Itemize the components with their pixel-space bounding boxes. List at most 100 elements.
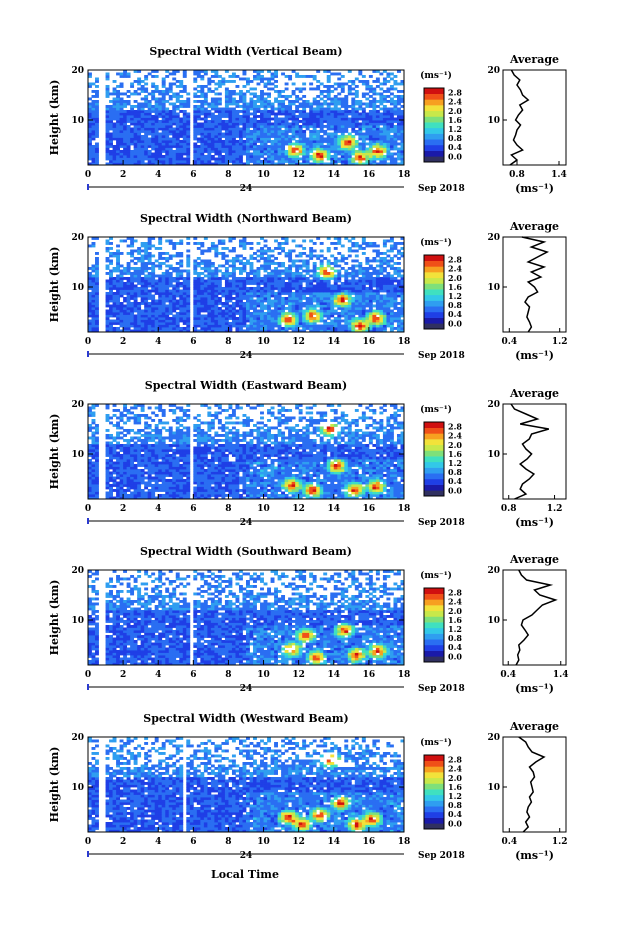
heatmap-cell — [396, 130, 401, 133]
heatmap-cell — [379, 145, 384, 148]
heatmap-cell — [288, 257, 293, 260]
heatmap-cell — [196, 287, 201, 290]
heatmap-cell — [182, 314, 187, 318]
heatmap-cell — [361, 112, 366, 116]
heatmap-cell — [260, 282, 264, 285]
heatmap-cell — [330, 277, 335, 280]
heatmap-cell — [256, 312, 261, 315]
heatmap-cell — [109, 120, 113, 123]
heatmap-cell — [284, 152, 289, 156]
heatmap-cell — [396, 120, 401, 123]
heatmap-cell — [295, 120, 300, 123]
heatmap-cell — [330, 155, 335, 158]
heatmap-cell — [231, 100, 236, 103]
heatmap-cell — [330, 150, 335, 153]
heatmap-cell — [203, 112, 208, 116]
heatmap-cell — [249, 152, 254, 156]
heatmap-cell — [305, 140, 310, 143]
heatmap-cell — [277, 125, 282, 128]
heatmap-cell — [330, 102, 335, 106]
heatmap-cell — [91, 150, 96, 153]
heatmap-cell — [295, 117, 300, 121]
heatmap-cell — [130, 274, 135, 278]
heatmap-cell — [386, 264, 391, 268]
heatmap-cell — [144, 299, 149, 303]
heatmap-cell — [231, 277, 236, 280]
heatmap-cell — [288, 274, 293, 278]
heatmap-cell — [393, 279, 398, 283]
heatmap-cell — [393, 117, 398, 121]
heatmap-cell — [337, 274, 342, 278]
heatmap-cell — [116, 259, 120, 263]
heatmap-cell — [316, 282, 321, 285]
heatmap-cell — [231, 287, 236, 290]
heatmap-cell — [277, 105, 282, 108]
heatmap-cell — [277, 120, 282, 123]
heatmap-cell — [210, 155, 215, 158]
heatmap-cell — [305, 75, 310, 78]
heatmap-cell — [126, 277, 131, 280]
heatmap-cell — [400, 304, 405, 308]
heatmap-cell — [389, 85, 394, 88]
heatmap-cell — [323, 147, 328, 151]
heatmap-cell — [210, 127, 215, 131]
heatmap-cell — [144, 302, 149, 305]
heatmap-cell — [253, 162, 257, 166]
heatmap-cell — [382, 269, 387, 273]
heatmap-cell — [358, 327, 363, 330]
heatmap-cell — [330, 322, 335, 325]
heatmap-cell — [242, 72, 247, 76]
heatmap-cell — [400, 269, 405, 273]
heatmap-cell — [302, 110, 307, 113]
heatmap-cell — [231, 274, 236, 278]
heatmap-cell — [312, 312, 317, 315]
heatmap-cell — [284, 289, 289, 293]
heatmap-cell — [302, 75, 307, 78]
heatmap-cell — [95, 145, 99, 148]
heatmap-cell — [302, 252, 307, 255]
heatmap-cell — [298, 162, 303, 166]
heatmap-cell — [396, 312, 401, 315]
heatmap-cell — [281, 142, 286, 146]
heatmap-cell — [147, 162, 152, 166]
heatmap-cell — [372, 140, 377, 143]
heatmap-cell — [326, 142, 331, 146]
heatmap-cell — [295, 259, 300, 263]
heatmap-cell — [393, 105, 398, 108]
heatmap-cell — [182, 319, 187, 323]
heatmap-cell — [203, 307, 208, 310]
heatmap-cell — [337, 92, 342, 96]
heatmap-cell — [140, 312, 145, 315]
heatmap-cell — [295, 95, 300, 98]
heatmap-cell — [281, 135, 286, 138]
heatmap-cell — [330, 324, 335, 328]
heatmap-cell — [95, 110, 99, 113]
heatmap-cell — [172, 107, 177, 111]
heatmap-cell — [344, 152, 349, 156]
heatmap-cell — [228, 152, 233, 156]
heatmap-cell — [175, 319, 180, 323]
avg-y-tick-label: 20 — [487, 66, 500, 76]
heatmap-cell — [88, 294, 92, 298]
heatmap-cell — [112, 157, 117, 161]
heatmap-cell — [161, 95, 166, 98]
heatmap-cell — [386, 152, 391, 156]
heatmap-cell — [284, 272, 289, 275]
heatmap-cell — [319, 127, 324, 131]
heatmap-cell — [179, 127, 184, 131]
heatmap-cell — [253, 112, 257, 116]
heatmap-cell — [267, 304, 271, 308]
heatmap-cell — [140, 277, 145, 280]
heatmap-cell — [249, 257, 254, 260]
heatmap-cell — [91, 302, 96, 305]
heatmap-cell — [88, 97, 92, 101]
heatmap-cell — [196, 70, 201, 73]
heatmap-cell — [186, 147, 191, 151]
heatmap-cell — [137, 294, 142, 298]
heatmap-cell — [344, 324, 349, 328]
heatmap-cell — [386, 239, 391, 243]
heatmap-cell — [354, 329, 359, 333]
heatmap-cell — [375, 274, 380, 278]
heatmap-cell — [281, 100, 286, 103]
heatmap-cell — [326, 307, 331, 310]
